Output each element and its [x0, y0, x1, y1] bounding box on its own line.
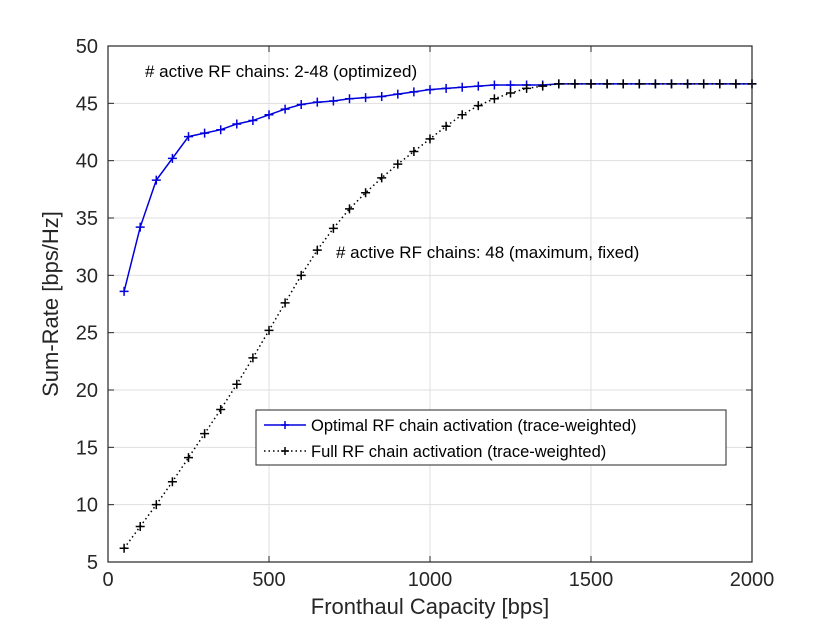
data-point	[506, 88, 515, 98]
data-point	[216, 404, 226, 414]
y-tick-label: 35	[76, 208, 98, 230]
y-tick-label: 30	[76, 265, 98, 287]
data-point	[409, 146, 419, 156]
x-tick-label: 500	[252, 569, 285, 591]
legend-label-optimal: Optimal RF chain activation (trace-weigh…	[311, 417, 637, 435]
legend-box	[255, 409, 727, 466]
data-point	[328, 223, 338, 233]
data-point	[264, 325, 274, 335]
data-point	[441, 121, 451, 131]
data-point	[264, 110, 274, 120]
data-point	[361, 93, 371, 103]
data-point	[296, 99, 306, 109]
data-point	[232, 379, 242, 389]
data-point	[473, 81, 483, 91]
series-line-0	[123, 83, 752, 292]
data-point	[473, 101, 483, 111]
legend-marker-full	[281, 447, 289, 455]
data-point	[167, 477, 177, 487]
data-point	[731, 79, 741, 89]
data-point	[216, 125, 226, 135]
data-point	[634, 79, 644, 89]
y-tick-label: 5	[87, 552, 98, 574]
y-tick-label: 15	[76, 437, 98, 459]
data-point	[280, 104, 290, 114]
x-tick-label: 2000	[730, 569, 775, 591]
y-tick-label: 40	[76, 151, 98, 173]
data-point	[151, 500, 161, 510]
data-point	[312, 97, 322, 107]
data-point	[489, 94, 499, 104]
data-point	[377, 173, 387, 183]
data-point	[232, 119, 242, 129]
data-point	[345, 204, 354, 214]
data-point	[393, 159, 403, 169]
data-point	[312, 245, 322, 255]
data-point	[296, 270, 306, 280]
data-point	[650, 79, 660, 89]
data-point	[554, 79, 564, 89]
legend-marker-optimal	[281, 421, 289, 429]
series-layer	[119, 79, 757, 553]
y-tick-label: 20	[76, 380, 98, 402]
data-point	[538, 81, 548, 91]
y-tick-label: 25	[76, 323, 98, 345]
legend-label-full: Full RF chain activation (trace-weighted…	[311, 443, 606, 461]
tick-marks	[107, 45, 753, 563]
data-point	[200, 128, 210, 138]
legend: Optimal RF chain activation (trace-weigh…	[255, 409, 727, 466]
data-point	[135, 521, 145, 531]
data-point	[280, 298, 290, 308]
data-point	[522, 83, 532, 93]
data-point	[361, 188, 371, 198]
series-1	[119, 79, 757, 553]
data-point	[683, 79, 693, 89]
y-tick-label: 50	[76, 36, 98, 58]
data-point	[409, 87, 419, 97]
data-point	[667, 79, 676, 89]
data-point	[457, 110, 467, 120]
data-point	[457, 82, 467, 92]
data-point	[489, 80, 499, 90]
data-point	[618, 79, 628, 89]
data-point	[328, 96, 338, 106]
data-point	[425, 134, 435, 144]
data-point	[119, 286, 129, 296]
data-point	[200, 429, 210, 439]
data-point	[119, 543, 129, 553]
data-point	[377, 91, 387, 101]
x-tick-label: 1000	[408, 569, 453, 591]
data-point	[506, 80, 515, 90]
x-tick-label: 1500	[569, 569, 614, 591]
data-point	[602, 79, 612, 89]
data-point	[393, 89, 403, 99]
data-point	[248, 353, 258, 363]
y-tick-label: 45	[76, 93, 98, 115]
y-axis-title: Sum-Rate [bps/Hz]	[38, 211, 63, 397]
annotation-fixed: # active RF chains: 48 (maximum, fixed)	[336, 243, 639, 262]
data-point	[586, 79, 596, 89]
annotation-optimized: # active RF chains: 2-48 (optimized)	[145, 62, 417, 81]
x-axis-title: Fronthaul Capacity [bps]	[311, 594, 549, 619]
data-point	[699, 79, 709, 89]
data-point	[425, 85, 435, 95]
data-point	[248, 116, 258, 126]
data-point	[135, 222, 145, 232]
y-tick-label: 10	[76, 495, 98, 517]
tick-labels: 0 500 1000 1500 2000 5 10 15 20 25 30 35 40 45 50	[76, 36, 775, 591]
data-point	[184, 453, 193, 463]
data-point	[167, 153, 177, 163]
data-point	[345, 94, 354, 104]
data-point	[570, 79, 580, 89]
data-point	[715, 79, 725, 89]
data-point	[184, 132, 193, 142]
data-point	[441, 83, 451, 93]
data-point	[151, 175, 161, 185]
x-tick-label: 0	[102, 569, 113, 591]
